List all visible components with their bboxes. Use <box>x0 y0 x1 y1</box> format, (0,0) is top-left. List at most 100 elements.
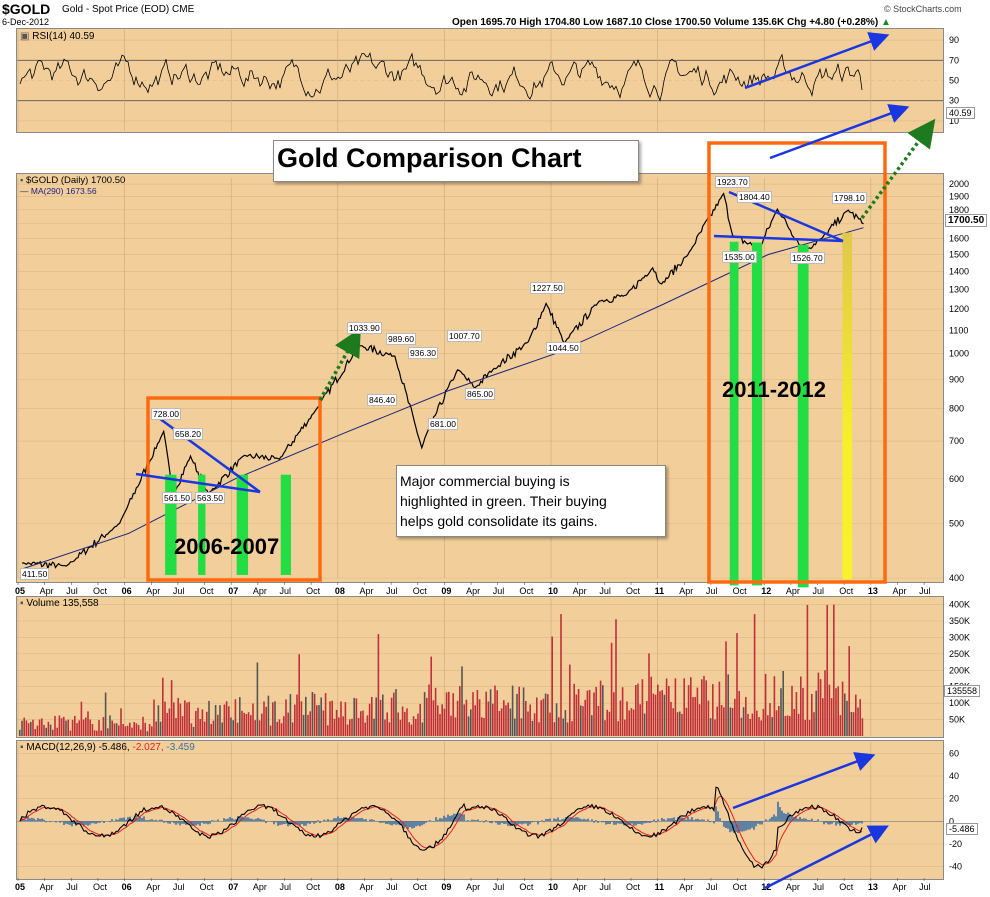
macd-rising-lows-arrow <box>764 825 889 890</box>
volume-bar <box>219 705 221 736</box>
volume-bar <box>412 716 415 736</box>
volume-bar <box>707 700 710 736</box>
box-label-2011-2012: 2011-2012 <box>722 377 826 402</box>
volume-bar <box>857 707 859 736</box>
volume-bar <box>782 671 784 736</box>
volume-bar <box>82 719 85 736</box>
volume-bar <box>175 718 177 736</box>
volume-bar <box>558 717 560 736</box>
volume-bar <box>830 698 833 736</box>
volume-bar <box>826 605 828 736</box>
volume-bar <box>681 713 683 736</box>
watermark: © StockCharts.com <box>884 4 962 14</box>
price-point-label: 1033.90 <box>347 322 382 334</box>
volume-bar <box>41 718 43 736</box>
volume-bar <box>45 727 47 736</box>
volume-bar <box>538 722 540 736</box>
volume-bar <box>322 710 325 736</box>
x-axis-label: Jul <box>66 882 78 892</box>
price-tick: 700 <box>949 436 964 446</box>
x-axis-label: Apr <box>573 586 587 596</box>
volume-bar <box>63 716 65 736</box>
volume-bar <box>729 707 732 736</box>
volume-bar <box>197 707 199 736</box>
macd-tick: 0 <box>949 816 954 826</box>
volume-bar <box>338 717 340 736</box>
chart-date: 6-Dec-2012 <box>2 17 50 27</box>
volume-bar <box>443 708 446 736</box>
volume-bar <box>349 719 351 736</box>
volume-bar <box>362 710 364 736</box>
x-axis-label: Apr <box>40 882 54 892</box>
volume-bar <box>742 707 745 736</box>
title-callout: Gold Comparison Chart <box>273 140 639 182</box>
volume-bar <box>670 701 672 736</box>
volume-bar <box>144 722 146 736</box>
volume-tick: 400K <box>949 600 970 610</box>
x-axis-label: Oct <box>733 882 748 892</box>
volume-bar <box>43 724 45 736</box>
volume-bar <box>294 704 296 736</box>
volume-bar <box>417 713 419 736</box>
volume-bar <box>395 689 397 736</box>
volume-bar <box>91 724 94 736</box>
volume-bar <box>137 725 140 736</box>
volume-bar <box>511 685 514 736</box>
volume-bar <box>203 721 206 736</box>
x-axis-label: Jul <box>813 882 825 892</box>
volume-tick: 350K <box>949 616 970 626</box>
volume-bar <box>602 685 604 736</box>
x-axis-label: Apr <box>253 586 267 596</box>
volume-bar <box>250 715 252 736</box>
volume-bar <box>109 715 111 736</box>
volume-bar <box>786 715 789 736</box>
volume-bar <box>661 690 663 736</box>
volume-bar <box>351 718 353 736</box>
volume-bar <box>309 711 311 736</box>
volume-bar <box>472 692 474 736</box>
volume-bar <box>542 698 545 736</box>
volume-bar <box>694 697 696 736</box>
x-axis-label: Oct <box>200 882 215 892</box>
volume-bar <box>467 716 470 736</box>
volume-bar <box>60 718 63 736</box>
description: Gold - Spot Price (EOD) CME <box>62 4 195 15</box>
volume-bar <box>441 704 443 736</box>
x-axis-label: Oct <box>626 882 641 892</box>
rsi-tick: 30 <box>949 96 959 106</box>
volume-bar <box>663 694 666 736</box>
volume-bar <box>690 677 692 736</box>
volume-bar <box>507 702 509 736</box>
volume-bar <box>426 697 428 736</box>
x-axis-label: Jul <box>706 586 718 596</box>
volume-bar <box>564 710 567 736</box>
volume-bar <box>687 685 690 736</box>
price-tick: 1100 <box>949 325 968 335</box>
volume-bar <box>861 718 864 736</box>
volume-bar <box>824 670 826 736</box>
volume-bar <box>652 693 655 736</box>
volume-bar <box>641 679 644 736</box>
volume-bar <box>430 656 432 736</box>
commercial-buying-bar <box>236 474 249 575</box>
volume-bar <box>120 708 122 736</box>
volume-bar <box>819 679 822 736</box>
volume-bar <box>151 726 153 736</box>
macd-line <box>19 786 863 869</box>
volume-bar <box>340 701 342 736</box>
x-axis-label: 13 <box>868 586 878 596</box>
volume-bar <box>206 711 208 736</box>
rsi-tick: 10 <box>949 116 959 126</box>
trendline-2006-down <box>151 411 261 494</box>
volume-bar <box>553 722 556 736</box>
volume-bar <box>588 689 591 736</box>
volume-bar <box>846 700 848 736</box>
commercial-buying-bar <box>165 474 177 575</box>
volume-bar <box>643 713 646 736</box>
volume-bar <box>769 703 771 736</box>
volume-bar <box>822 698 824 736</box>
x-axis-label: 08 <box>335 882 345 892</box>
volume-bar <box>80 701 83 736</box>
volume-bar <box>569 664 571 736</box>
volume-bar <box>278 719 281 736</box>
